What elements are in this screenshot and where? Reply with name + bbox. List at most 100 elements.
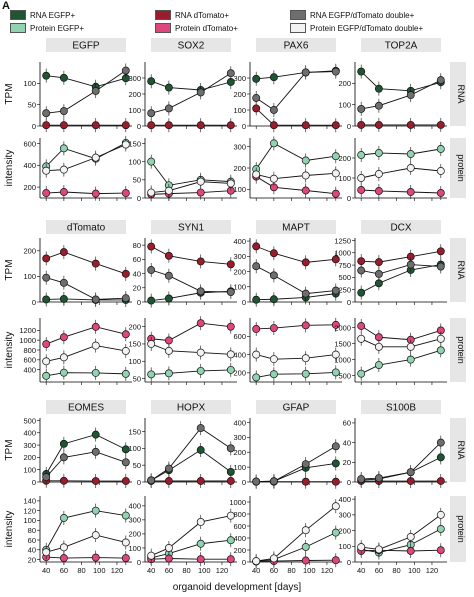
- series-line: [255, 142, 336, 170]
- y-tick-label: 100: [23, 516, 36, 525]
- series-line: [255, 71, 336, 111]
- y-tick-label: 100: [338, 174, 351, 183]
- y-tick-label: 0: [137, 122, 141, 131]
- data-point: [301, 543, 310, 551]
- row-label-bg: [450, 496, 466, 562]
- chart-title-bg: [151, 400, 231, 414]
- legend-item: RNA EGFP/dTomato double+: [290, 10, 414, 20]
- data-point: [196, 446, 205, 454]
- data-point: [226, 260, 235, 269]
- legend-label: Protein EGFP/dTomato double+: [310, 23, 424, 33]
- data-point: [121, 554, 130, 563]
- y-tick-label: 300: [338, 511, 351, 520]
- series-line: [360, 71, 441, 92]
- data-point: [331, 67, 340, 76]
- y-tick-label: 1000: [19, 336, 36, 345]
- data-point: [252, 295, 261, 304]
- series-line: [46, 534, 126, 553]
- data-point: [331, 286, 340, 295]
- y-tick-label: 600: [233, 522, 246, 531]
- data-point: [164, 251, 173, 260]
- y-tick-label: 300: [128, 516, 141, 525]
- y-tick-label: 0: [32, 298, 36, 307]
- y-tick-label: 40: [28, 546, 36, 555]
- data-point: [226, 365, 235, 374]
- legend-swatch: [10, 10, 26, 20]
- data-point: [301, 121, 310, 130]
- series-line: [361, 549, 441, 552]
- data-point: [331, 152, 340, 161]
- data-point: [252, 104, 261, 113]
- data-point: [374, 269, 383, 278]
- y-tick-label: 0: [347, 298, 351, 307]
- data-point: [252, 262, 261, 271]
- data-point: [436, 247, 445, 256]
- y-tick-label: 500: [23, 416, 36, 425]
- y-tick-label: 150: [128, 427, 141, 436]
- data-point: [374, 170, 383, 178]
- chart-title: EOMES: [68, 403, 104, 414]
- y-tick-label: 150: [128, 340, 141, 349]
- data-point: [121, 66, 130, 75]
- data-point: [196, 287, 205, 296]
- chart-title: SOX2: [178, 41, 205, 52]
- y-tick-label: 100: [128, 106, 141, 115]
- data-point: [196, 257, 205, 266]
- data-point: [121, 445, 130, 454]
- y-tick-label: 100: [233, 283, 246, 292]
- data-point: [42, 189, 51, 198]
- x-tick-label: 60: [270, 566, 278, 575]
- row-label-bg: [450, 62, 466, 126]
- data-point: [164, 554, 173, 563]
- y-tick-label: 400: [233, 534, 246, 543]
- series-line: [256, 293, 336, 301]
- y-axis-label: TPM: [4, 439, 15, 460]
- data-point: [147, 157, 156, 166]
- data-point: [59, 353, 68, 362]
- legend-item: Protein EGFP/dTomato double+: [290, 23, 423, 33]
- data-point: [301, 186, 310, 195]
- data-point: [226, 536, 235, 545]
- data-point: [59, 543, 68, 552]
- x-tick-label: 40: [147, 566, 155, 575]
- data-point: [269, 324, 278, 333]
- y-tick-label: 200: [338, 154, 351, 163]
- data-point: [374, 84, 383, 93]
- data-point: [226, 555, 235, 564]
- data-point: [226, 179, 235, 188]
- legend-label: RNA EGFP+: [30, 10, 76, 20]
- data-point: [331, 320, 340, 329]
- y-tick-label: 0: [32, 478, 36, 487]
- y-tick-label: 300: [128, 74, 141, 83]
- data-point: [196, 477, 205, 485]
- y-tick-label: 200: [233, 90, 246, 99]
- y-tick-label: 60: [343, 419, 351, 428]
- data-point: [436, 438, 445, 447]
- series-line: [361, 514, 442, 550]
- series-line: [256, 505, 337, 562]
- series-line: [151, 181, 231, 193]
- data-point: [121, 140, 130, 149]
- x-tick-label: 120: [321, 566, 334, 575]
- series-line: [256, 172, 336, 180]
- y-axis-label: TPM: [4, 83, 15, 104]
- series-line: [256, 445, 337, 483]
- y-tick-label: 100: [128, 444, 141, 453]
- y-tick-label: 40: [343, 438, 351, 447]
- chart-title: GFAP: [283, 403, 310, 414]
- y-tick-label: 600: [23, 139, 36, 148]
- y-tick-label: 60: [28, 536, 36, 545]
- x-tick-label: 40: [42, 566, 50, 575]
- data-point: [301, 321, 310, 330]
- legend-item: RNA dTomato+: [155, 10, 229, 20]
- y-tick-label: 200: [338, 526, 351, 535]
- y-tick-label: 250: [338, 285, 351, 294]
- y-axis-label: intensity: [4, 511, 15, 548]
- data-point: [121, 538, 130, 547]
- y-tick-label: 600: [233, 332, 246, 341]
- data-point: [331, 350, 340, 359]
- chart-title: SYN1: [178, 223, 205, 234]
- chart-title-bg: [151, 220, 231, 234]
- row-label-bg: [450, 238, 466, 302]
